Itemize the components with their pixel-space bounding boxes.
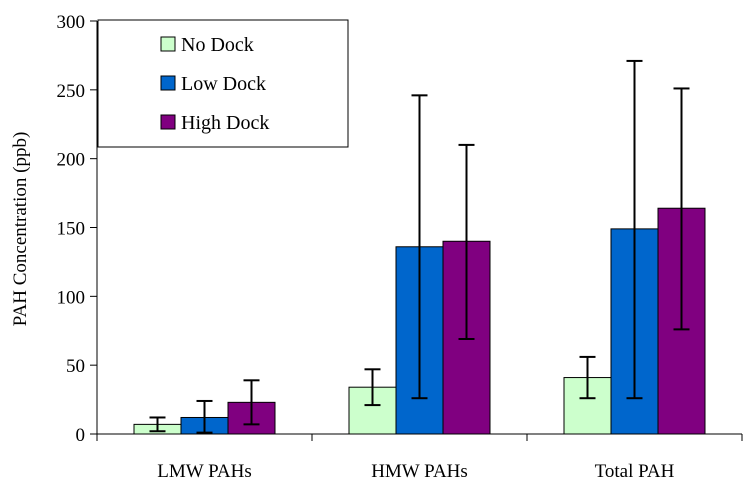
legend-swatch (160, 114, 176, 130)
x-tick-label: Total PAH (595, 461, 675, 482)
y-tick-label: 0 (76, 425, 86, 446)
y-tick-label: 200 (57, 150, 86, 171)
plot-area: 0 50 100 150 200 250 300 LMW PAHs HMW PAHs Total … (57, 12, 743, 482)
legend-swatch (160, 36, 176, 52)
legend: No Dock Low Dock High Dock (97, 19, 349, 148)
y-tick-label: 300 (57, 12, 86, 33)
legend-swatch (160, 75, 176, 91)
legend-label: No Dock (181, 34, 254, 56)
legend-label: Low Dock (181, 73, 266, 95)
x-tick-label: HMW PAHs (371, 461, 468, 482)
y-axis-title: PAH Concentration (ppb) (10, 132, 31, 327)
y-tick-label: 250 (57, 81, 86, 102)
y-tick-label: 100 (57, 287, 86, 308)
y-tick-label: 50 (66, 356, 85, 377)
legend-label: High Dock (181, 112, 269, 134)
y-tick-label: 150 (57, 219, 86, 240)
x-tick-label: LMW PAHs (157, 461, 252, 482)
legend-box (97, 19, 349, 148)
